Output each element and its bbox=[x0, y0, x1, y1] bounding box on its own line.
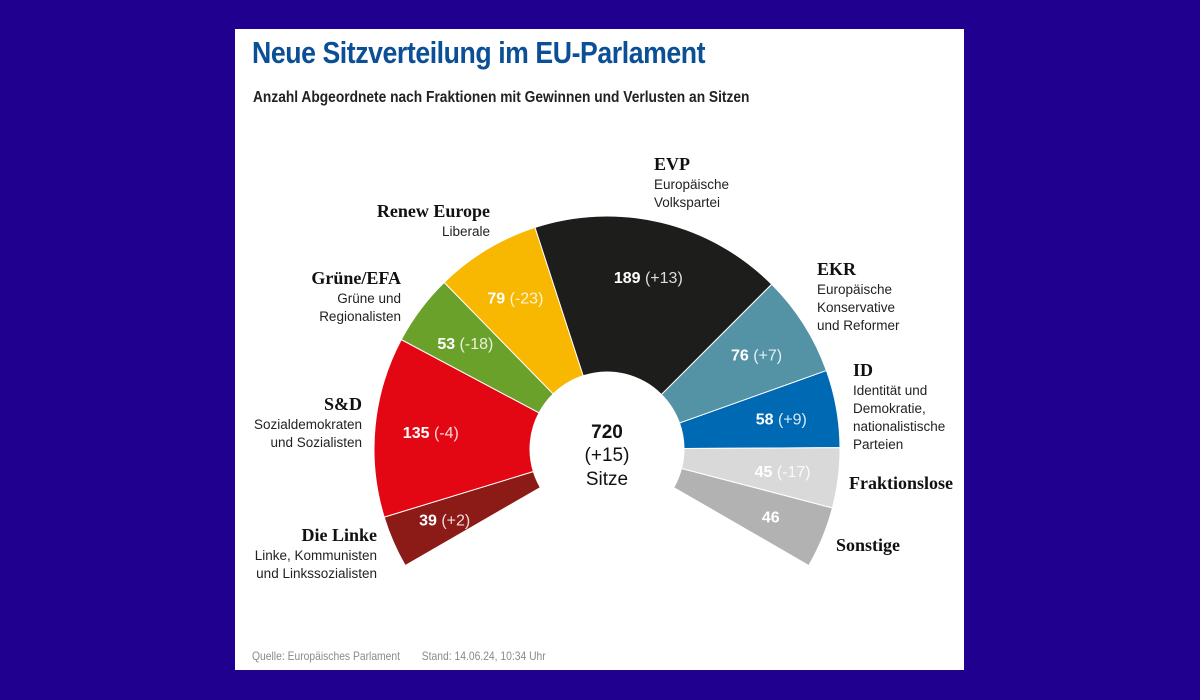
group-description: Europäische bbox=[817, 282, 892, 297]
group-description: Volkspartei bbox=[654, 195, 720, 210]
chart-subtitle: Anzahl Abgeordnete nach Fraktionen mit G… bbox=[253, 89, 750, 106]
center-total: 720 (+15) Sitze bbox=[585, 422, 630, 490]
group-description: Regionalisten bbox=[319, 309, 401, 324]
chart-card: Neue Sitzverteilung im EU-Parlament Anza… bbox=[235, 29, 964, 670]
group-name: Renew Europe bbox=[377, 201, 490, 221]
group-description: Linke, Kommunisten bbox=[255, 548, 377, 563]
group-description: und Sozialisten bbox=[270, 435, 362, 450]
slice-sonstige bbox=[673, 467, 834, 567]
group-name: EKR bbox=[817, 259, 857, 279]
slice-evp bbox=[534, 215, 773, 396]
legend-label-renew-europe: Renew Europe Liberale bbox=[377, 201, 490, 239]
footer: Quelle: Europäisches Parlament Stand: 14… bbox=[252, 649, 565, 663]
slice-value-label: 39 (+2) bbox=[419, 513, 470, 530]
group-description: Grüne und bbox=[337, 291, 401, 306]
group-name: ID bbox=[853, 360, 873, 380]
slice-value-label: 76 (+7) bbox=[731, 347, 782, 364]
group-name: S&D bbox=[324, 394, 362, 414]
legend-label-die-linke: Die Linke Linke, Kommunisten und Linkssozi… bbox=[255, 525, 377, 581]
group-description: Liberale bbox=[442, 224, 490, 239]
legend-label-fraktionslose: Fraktionslose bbox=[849, 473, 953, 493]
slice-value-label: 189 (+13) bbox=[614, 270, 683, 287]
slice-s-d bbox=[373, 338, 540, 518]
slice-value-label: 45 (-17) bbox=[755, 464, 811, 481]
group-name: EVP bbox=[654, 154, 690, 174]
total-unit: Sitze bbox=[586, 469, 628, 490]
group-name: Sonstige bbox=[836, 535, 900, 555]
legend-label-evp: EVP Europäische Volkspartei bbox=[654, 154, 729, 210]
total-seats: 720 bbox=[591, 422, 623, 443]
slice-value-label: 135 (-4) bbox=[403, 425, 459, 442]
group-description: Sozialdemokraten bbox=[254, 417, 362, 432]
slice-value-label: 53 (-18) bbox=[437, 336, 493, 353]
group-description: Identität und bbox=[853, 383, 927, 398]
slice-value-label: 58 (+9) bbox=[756, 411, 807, 428]
legend-label-sonstige: Sonstige bbox=[836, 535, 900, 555]
parliament-chart: 39 (+2) 135 (-4) 53 (-18) 79 (-23) 189 (+13)… bbox=[254, 154, 953, 581]
group-description: und Linkssozialisten bbox=[256, 566, 377, 581]
group-description: Konservative bbox=[817, 300, 895, 315]
group-description: Parteien bbox=[853, 437, 903, 452]
slice-value-label: 46 bbox=[762, 509, 780, 526]
legend-label-id: ID Identität und Demokratie, nationalistisc… bbox=[853, 360, 945, 452]
group-description: nationalistische bbox=[853, 419, 945, 434]
group-description: Demokratie, bbox=[853, 401, 926, 416]
date-note: Stand: 14.06.24, 10:34 Uhr bbox=[421, 649, 546, 663]
group-name: Fraktionslose bbox=[849, 473, 953, 493]
group-description: und Reformer bbox=[817, 318, 900, 333]
total-change: (+15) bbox=[585, 445, 630, 466]
source-note: Quelle: Europäisches Parlament bbox=[252, 649, 401, 663]
legend-label-s-d: S&D Sozialdemokraten und Sozialisten bbox=[254, 394, 362, 450]
slice-value-label: 79 (-23) bbox=[487, 291, 543, 308]
legend-label-gr-ne-efa: Grüne/EFA Grüne und Regionalisten bbox=[311, 268, 401, 324]
group-name: Grüne/EFA bbox=[311, 268, 401, 288]
legend-label-ekr: EKR Europäische Konservative und Reformer bbox=[817, 259, 900, 333]
chart-title: Neue Sitzverteilung im EU-Parlament bbox=[252, 35, 706, 70]
group-name: Die Linke bbox=[301, 525, 377, 545]
group-description: Europäische bbox=[654, 177, 729, 192]
